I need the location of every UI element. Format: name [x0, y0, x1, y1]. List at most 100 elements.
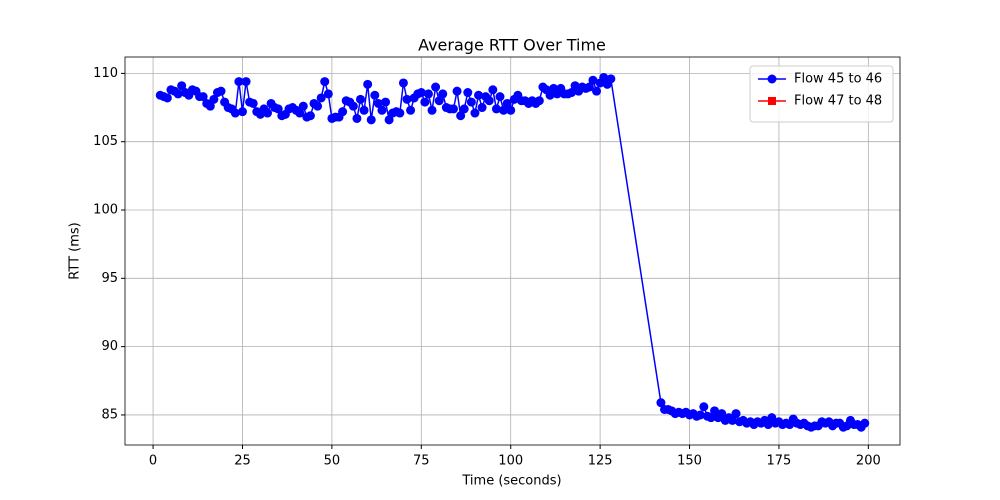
- marker: [363, 79, 373, 89]
- marker: [416, 88, 426, 98]
- marker: [381, 97, 391, 107]
- marker: [316, 93, 326, 103]
- y-axis-label: RTT (ms): [68, 222, 83, 279]
- y-tick-label: 100: [93, 203, 118, 218]
- legend-marker: [767, 74, 777, 84]
- marker: [506, 105, 516, 115]
- marker: [699, 402, 709, 412]
- data-line: [159, 76, 866, 429]
- marker: [313, 101, 323, 111]
- marker: [438, 89, 448, 99]
- marker: [320, 77, 330, 87]
- marker: [499, 105, 509, 115]
- marker: [366, 115, 376, 125]
- y-tick-label: 105: [93, 134, 118, 149]
- marker: [656, 398, 666, 408]
- marker: [338, 107, 348, 117]
- legend-frame: [749, 65, 894, 123]
- marker: [434, 96, 444, 106]
- x-tick-label: 0: [149, 454, 157, 469]
- marker: [860, 418, 870, 428]
- marker: [727, 415, 737, 425]
- marker: [431, 82, 441, 92]
- marker: [216, 86, 226, 96]
- x-tick-label: 150: [677, 454, 702, 469]
- marker: [495, 92, 505, 102]
- marker: [459, 104, 469, 114]
- marker: [248, 98, 258, 108]
- x-tick-label: 200: [856, 454, 881, 469]
- marker: [502, 98, 512, 108]
- marker: [448, 104, 458, 114]
- marker: [477, 103, 487, 113]
- marker: [706, 413, 716, 423]
- marker: [717, 409, 727, 419]
- marker: [567, 88, 577, 98]
- marker: [466, 97, 476, 107]
- marker: [377, 105, 387, 115]
- marker: [241, 77, 251, 87]
- marker: [273, 104, 283, 114]
- marker: [491, 104, 501, 114]
- marker: [584, 82, 594, 92]
- marker: [295, 108, 305, 118]
- marker: [452, 86, 462, 96]
- marker: [606, 74, 616, 84]
- marker: [205, 101, 215, 111]
- chart-title: Average RTT Over Time: [418, 36, 606, 55]
- marker: [398, 78, 408, 88]
- marker: [162, 93, 172, 103]
- marker: [234, 77, 244, 87]
- marker: [599, 72, 609, 82]
- marker: [763, 420, 773, 430]
- marker: [323, 89, 333, 99]
- marker: [209, 94, 219, 104]
- marker: [305, 111, 315, 121]
- marker: [427, 105, 437, 115]
- marker: [592, 86, 602, 96]
- marker: [588, 75, 598, 85]
- marker: [370, 90, 380, 100]
- marker: [484, 96, 494, 106]
- marker: [177, 81, 187, 91]
- x-tick-label: 25: [234, 454, 251, 469]
- marker: [423, 89, 433, 99]
- x-tick-label: 100: [498, 454, 523, 469]
- marker: [356, 94, 366, 104]
- plot-frame: [124, 56, 901, 446]
- legend: Flow 45 to 46 Flow 47 to 48: [749, 65, 894, 123]
- marker: [352, 113, 362, 123]
- legend-label: Flow 45 to 46: [794, 72, 882, 87]
- marker: [545, 90, 555, 100]
- marker: [470, 108, 480, 118]
- marker: [695, 410, 705, 420]
- marker: [359, 105, 369, 115]
- marker: [348, 101, 358, 111]
- marker: [731, 409, 741, 419]
- marker: [420, 97, 430, 107]
- y-tick-label: 110: [93, 66, 118, 81]
- marker: [173, 89, 183, 99]
- y-tick-label: 90: [101, 339, 118, 354]
- marker: [710, 406, 720, 416]
- y-tick-label: 85: [101, 407, 118, 422]
- x-tick-label: 125: [588, 454, 613, 469]
- marker: [534, 96, 544, 106]
- marker: [406, 105, 416, 115]
- legend-marker: [768, 97, 776, 105]
- marker: [373, 98, 383, 108]
- marker: [237, 107, 247, 117]
- marker: [395, 108, 405, 118]
- marker: [384, 115, 394, 125]
- marker: [263, 108, 273, 118]
- x-tick-label: 175: [767, 454, 792, 469]
- y-tick-label: 95: [101, 271, 118, 286]
- marker: [474, 90, 484, 100]
- marker: [456, 111, 466, 121]
- marker: [230, 108, 240, 118]
- x-tick-label: 75: [413, 454, 430, 469]
- marker: [463, 88, 473, 98]
- legend-label: Flow 47 to 48: [794, 94, 882, 109]
- x-axis-label: Time (seconds): [461, 474, 561, 489]
